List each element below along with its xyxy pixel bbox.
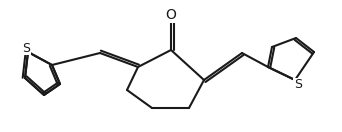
Text: O: O <box>166 8 176 22</box>
Text: S: S <box>294 79 302 91</box>
Text: S: S <box>22 41 30 55</box>
